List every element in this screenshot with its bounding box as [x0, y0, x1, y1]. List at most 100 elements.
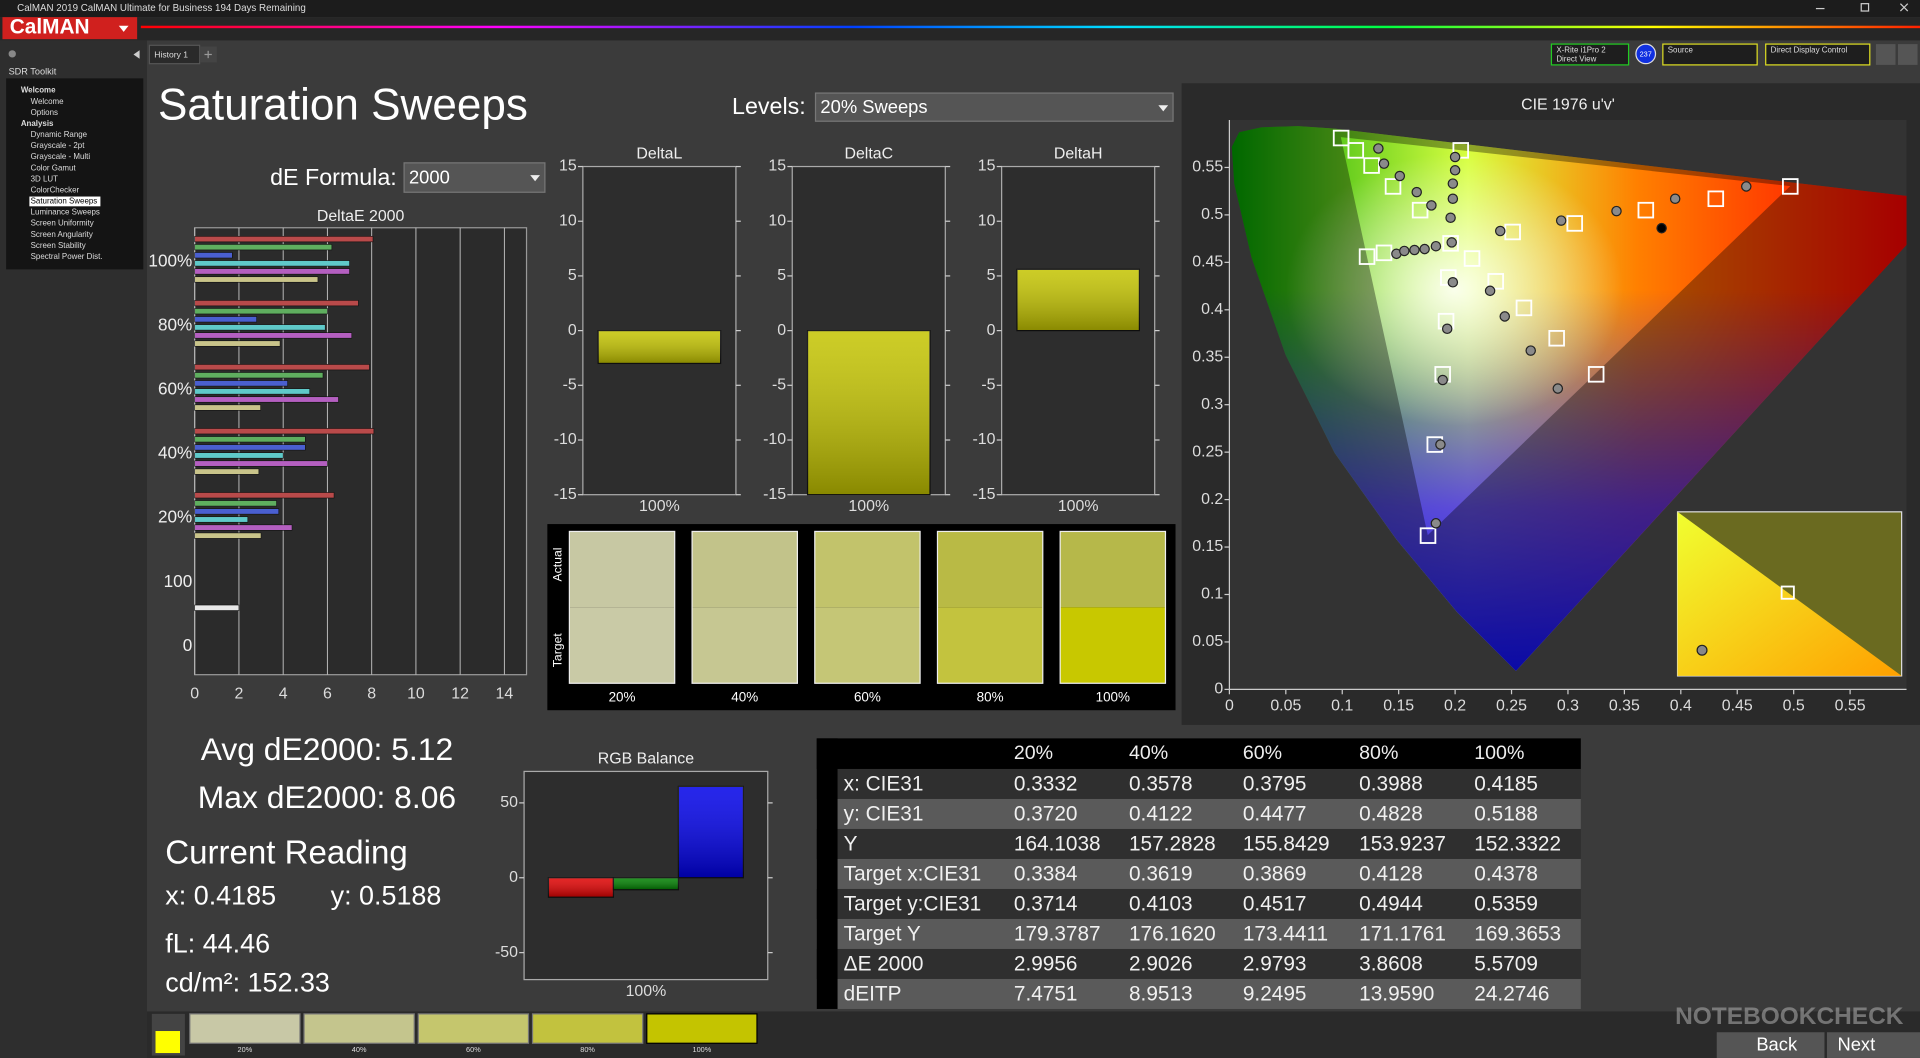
swatch-frame — [1059, 530, 1167, 684]
table-header — [816, 738, 1581, 769]
levels-dropdown[interactable] — [814, 92, 1174, 122]
thumbnail-label: 80% — [580, 1045, 595, 1054]
formula-dropdown[interactable] — [403, 162, 546, 193]
reading-fl: fL: 44.46 — [165, 928, 270, 958]
y-tick-label: 0.1 — [1201, 586, 1223, 603]
y-tick-label: 10 — [978, 212, 996, 229]
back-button[interactable] — [1716, 1032, 1825, 1058]
table-row — [816, 828, 1581, 859]
y-tick-label: 0.2 — [1201, 491, 1223, 508]
thumbnail[interactable] — [646, 1013, 758, 1044]
table-header-cell: 20% — [1014, 742, 1053, 764]
target-point — [1419, 527, 1437, 544]
next-button[interactable] — [1826, 1032, 1920, 1058]
table-cell: x: CIE31 — [844, 772, 924, 795]
bar — [194, 268, 350, 275]
y-tick-label: 80% — [158, 315, 192, 335]
bar — [194, 316, 257, 323]
swatch-target — [569, 607, 675, 684]
levels-value: 20% Sweeps — [820, 96, 927, 117]
measured-point — [1373, 143, 1384, 154]
target-point — [1358, 248, 1376, 265]
dropdown-arrow — [1158, 105, 1169, 112]
source-label: Source — [1668, 45, 1694, 54]
x-tick-label: 0.3 — [1557, 698, 1579, 715]
target-point — [1384, 178, 1402, 195]
bar — [194, 444, 306, 451]
sidebar-item: Welcome — [21, 86, 56, 95]
table-cell: 0.4103 — [1129, 892, 1193, 915]
x-tick-label: 0.1 — [1331, 698, 1353, 715]
y-tick-label: 0.35 — [1192, 348, 1223, 365]
table-cell: 9.2495 — [1243, 982, 1307, 1005]
y-tick-label: 0.5 — [1201, 206, 1223, 223]
bar — [194, 508, 280, 515]
table-cell: 13.9590 — [1359, 982, 1434, 1005]
levels-label: Levels: — [732, 93, 806, 119]
table-cell: 5.5709 — [1474, 952, 1538, 975]
measured-point — [1426, 200, 1437, 211]
logo-arrow — [118, 25, 129, 32]
display-box[interactable] — [1765, 43, 1871, 66]
y-tick-label: -15 — [554, 486, 577, 503]
table-cell: 176.1620 — [1129, 922, 1216, 945]
target-point — [1548, 330, 1565, 347]
selected-item[interactable] — [29, 196, 101, 207]
bar — [194, 332, 353, 339]
table-cell: 0.4128 — [1359, 862, 1423, 885]
settings-button[interactable] — [1875, 44, 1896, 65]
bar-shade — [1016, 269, 1140, 331]
sidebar-icon[interactable] — [8, 50, 16, 58]
thumbnail[interactable] — [189, 1013, 301, 1044]
sidebar-tree — [6, 78, 144, 270]
measured-point — [1430, 518, 1442, 529]
meter-label: Direct View — [1556, 54, 1596, 63]
y-tick-label: -10 — [554, 431, 577, 448]
thumbnail[interactable] — [303, 1013, 415, 1044]
target-point — [1637, 201, 1655, 219]
measured-point — [1399, 245, 1410, 257]
window-controls[interactable] — [1815, 3, 1909, 12]
settings-button[interactable] — [1897, 44, 1918, 65]
target-point — [1411, 201, 1429, 219]
chart-title: DeltaC — [844, 145, 893, 162]
table-cell: 2.9026 — [1129, 952, 1193, 975]
y-tick-label: 5 — [777, 267, 786, 284]
swatch-actual — [569, 531, 675, 608]
table-header-cell: 100% — [1474, 742, 1524, 764]
swatch-frame — [936, 530, 1044, 684]
collapse-arrow[interactable] — [133, 50, 140, 59]
swatch-frame — [814, 530, 921, 684]
formula-value: 2000 — [409, 167, 450, 188]
measured-point — [1669, 193, 1681, 205]
thumbnail[interactable] — [531, 1013, 644, 1044]
swatch-target — [937, 607, 1043, 684]
sidebar-item: Welcome — [31, 97, 65, 106]
target-point — [1587, 366, 1605, 383]
table-cell: y: CIE31 — [844, 802, 924, 825]
measured-point — [1449, 151, 1461, 163]
y-tick-label: 0 — [1214, 681, 1223, 698]
bar — [194, 468, 260, 475]
target-point — [1707, 190, 1725, 208]
target-point — [1782, 178, 1799, 195]
y-tick-label: 20% — [158, 507, 192, 527]
chart-title: DeltaH — [1054, 145, 1103, 162]
x-tick-label: 0.5 — [1783, 698, 1805, 715]
target-point — [1566, 215, 1583, 232]
measured-point — [1447, 178, 1459, 189]
measured-point — [1552, 383, 1564, 394]
table-cell: 3.8608 — [1359, 952, 1423, 975]
table-row — [816, 798, 1581, 829]
logo-box[interactable] — [2, 17, 138, 40]
bar — [194, 452, 284, 459]
meter-box[interactable] — [1550, 43, 1630, 66]
measured-point — [1411, 186, 1422, 198]
title-bar — [0, 0, 1920, 18]
table-cell: 0.4122 — [1129, 802, 1193, 825]
y-tick-label: 5 — [568, 267, 577, 284]
badge[interactable] — [1635, 43, 1657, 65]
source-box[interactable] — [1662, 43, 1758, 66]
y-tick-label: 0 — [777, 322, 786, 339]
thumbnail[interactable] — [417, 1013, 530, 1044]
